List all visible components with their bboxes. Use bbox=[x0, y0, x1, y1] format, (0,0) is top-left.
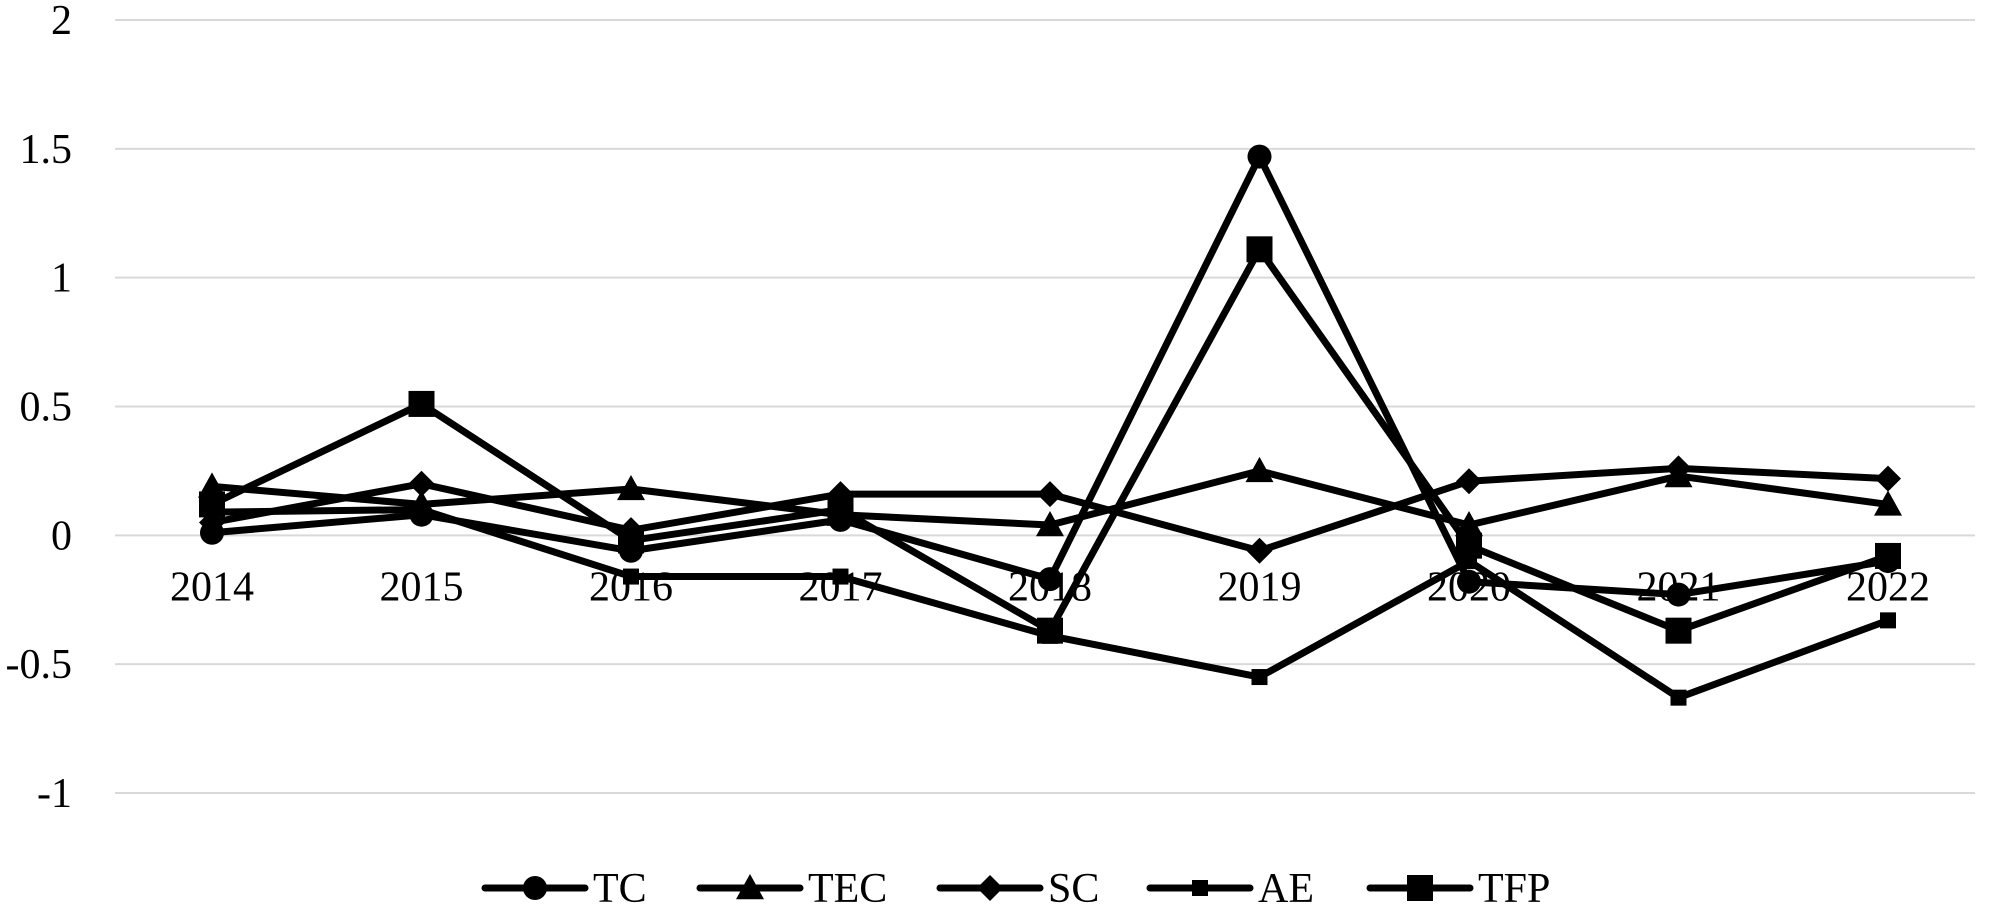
series-sc bbox=[199, 455, 1901, 564]
legend-marker-tc bbox=[523, 876, 547, 900]
data-point-tfp bbox=[1875, 542, 1901, 569]
y-tick-label: 1.5 bbox=[20, 127, 73, 173]
data-point-tec bbox=[1036, 511, 1064, 537]
legend-label: AE bbox=[1258, 866, 1314, 909]
y-axis: 2 1.5 1 0.5 0 -0.5 -1 bbox=[6, 0, 73, 817]
legend-item-tc: TC bbox=[481, 866, 647, 909]
y-tick-label: -0.5 bbox=[6, 642, 73, 688]
data-point-sc bbox=[1875, 465, 1901, 492]
data-point-tfp bbox=[1665, 617, 1692, 644]
y-tick-label: -1 bbox=[37, 771, 72, 817]
legend-item-tfp: TFP bbox=[1366, 866, 1550, 909]
legend-label: TEC bbox=[808, 866, 887, 909]
y-tick-label: 0.5 bbox=[20, 385, 73, 431]
legend-item-tec: TEC bbox=[696, 866, 887, 909]
legend-marker-tfp bbox=[1407, 875, 1433, 901]
data-point-ae bbox=[1251, 669, 1268, 686]
x-tick-label: 2015 bbox=[380, 564, 464, 610]
data-point-sc bbox=[408, 470, 435, 497]
data-point-tec bbox=[198, 472, 226, 498]
y-tick-label: 0 bbox=[51, 513, 72, 559]
data-point-tfp bbox=[1037, 617, 1063, 644]
x-tick-label: 2019 bbox=[1218, 564, 1302, 610]
data-point-tfp bbox=[199, 491, 225, 518]
legend-marker-ae bbox=[1192, 880, 1208, 896]
legend-marker-tec bbox=[736, 874, 764, 900]
gridlines bbox=[115, 19, 1975, 794]
data-point-sc bbox=[1456, 468, 1482, 495]
data-point-tfp bbox=[408, 390, 435, 417]
legend-item-sc: SC bbox=[936, 866, 1099, 909]
data-point-ae bbox=[413, 501, 430, 518]
data-point-sc bbox=[1246, 537, 1273, 564]
series-tfp bbox=[199, 236, 1901, 644]
legend-label: SC bbox=[1048, 866, 1099, 909]
data-point-tc bbox=[1666, 582, 1691, 607]
legend-item-ae: AE bbox=[1146, 866, 1314, 909]
legend-label: TC bbox=[593, 866, 647, 909]
data-point-ae bbox=[832, 568, 849, 585]
series-lines bbox=[198, 144, 1902, 706]
data-point-ae bbox=[1670, 689, 1687, 706]
x-tick-label: 2014 bbox=[170, 564, 254, 610]
data-point-sc bbox=[1665, 455, 1692, 482]
data-point-ae bbox=[1880, 612, 1896, 629]
data-point-tc bbox=[1038, 567, 1062, 592]
data-point-tfp bbox=[1246, 236, 1273, 263]
y-tick-label: 2 bbox=[51, 0, 72, 44]
data-point-tec bbox=[1874, 490, 1902, 516]
data-point-tc bbox=[1457, 569, 1481, 594]
data-point-tfp bbox=[618, 527, 644, 554]
series-tc bbox=[200, 144, 1900, 607]
legend-marker-sc bbox=[977, 875, 1003, 901]
data-point-ae bbox=[623, 568, 639, 585]
data-point-tec bbox=[617, 474, 645, 501]
data-point-tfp bbox=[1456, 532, 1482, 559]
y-tick-label: 1 bbox=[51, 256, 72, 302]
data-point-tec bbox=[1245, 456, 1274, 483]
legend: TC TEC SC AE TFP bbox=[481, 866, 1550, 909]
data-point-tc bbox=[1247, 144, 1272, 169]
data-point-tfp bbox=[827, 496, 854, 523]
data-point-sc bbox=[1037, 481, 1063, 508]
legend-label: TFP bbox=[1478, 866, 1550, 909]
series-line-sc bbox=[208, 464, 1892, 555]
